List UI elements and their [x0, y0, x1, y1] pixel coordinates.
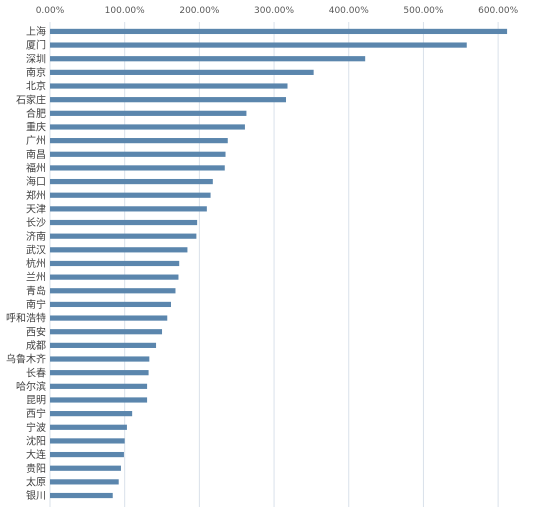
bar: [50, 274, 179, 280]
bar: [50, 69, 314, 75]
category-label: 深圳: [26, 53, 46, 65]
category-label: 上海: [26, 25, 46, 38]
category-label: 合肥: [26, 107, 46, 120]
category-label: 大连: [26, 448, 46, 461]
category-label: 银川: [26, 489, 46, 502]
bar: [50, 411, 133, 417]
bar: [50, 83, 288, 89]
category-label: 北京: [26, 80, 46, 93]
category-label: 太原: [26, 475, 46, 488]
x-tick-label: 400.00%: [329, 6, 369, 16]
category-label: 乌鲁木齐: [6, 353, 46, 366]
category-label: 成都: [26, 340, 46, 352]
bar: [50, 383, 148, 389]
bar: [50, 178, 213, 185]
bar: [50, 138, 228, 144]
bar: [50, 124, 245, 130]
bar: [50, 356, 150, 362]
category-label: 宁波: [26, 421, 46, 434]
bar: [50, 315, 168, 321]
bar: [50, 233, 197, 239]
bar: [50, 260, 180, 267]
category-label: 西宁: [26, 407, 46, 420]
category-label: 重庆: [26, 121, 46, 134]
bar: [50, 56, 366, 62]
bar: [50, 492, 113, 499]
category-label: 厦门: [26, 39, 46, 52]
bar: [50, 192, 211, 198]
category-label: 青岛: [26, 284, 46, 297]
x-tick-label: 100.00%: [105, 6, 145, 16]
bar: [50, 329, 163, 335]
bar: [50, 219, 198, 226]
bar: [50, 28, 508, 35]
x-tick-label: 200.00%: [179, 6, 219, 16]
category-label: 南京: [26, 66, 46, 79]
category-label: 济南: [26, 230, 46, 243]
category-label: 广州: [26, 135, 46, 147]
bar: [50, 370, 149, 376]
bar: [50, 206, 207, 212]
x-tick-label: 0.00%: [36, 6, 65, 16]
category-label: 天津: [26, 203, 46, 215]
bar: [50, 247, 188, 253]
bar: [50, 42, 467, 48]
x-tick-label: 500.00%: [403, 6, 443, 16]
bar: [50, 451, 124, 458]
grid-lines: [49, 22, 499, 507]
bar: [50, 97, 287, 103]
bar: [50, 288, 176, 294]
category-label: 呼和浩特: [6, 313, 46, 325]
category-label: 西安: [26, 325, 46, 338]
bar: [50, 424, 127, 430]
category-label: 武汉: [26, 243, 46, 256]
bar: [50, 165, 225, 171]
category-label: 南昌: [26, 148, 46, 161]
bar: [50, 438, 125, 444]
bar: [50, 342, 157, 348]
category-label: 兰州: [26, 271, 46, 284]
bar: [50, 151, 226, 157]
bar: [50, 110, 247, 116]
category-label: 杭州: [26, 257, 46, 270]
category-label: 长春: [26, 367, 46, 379]
category-label: 福州: [26, 162, 46, 175]
bar: [50, 397, 148, 403]
category-label: 南宁: [26, 298, 46, 311]
bar: [50, 465, 121, 471]
bar: [50, 301, 171, 308]
bar: [50, 479, 119, 485]
x-tick-label: 300.00%: [254, 6, 294, 16]
category-label: 海口: [26, 175, 46, 188]
category-label: 沈阳: [26, 435, 46, 448]
category-label: 昆明: [26, 395, 46, 407]
category-labels: 上海厦门深圳南京北京石家庄合肥重庆广州南昌福州海口郑州天津长沙济南武汉杭州兰州青…: [6, 25, 46, 502]
axis-tick-labels: 0.00% 100.00% 200.00% 300.00% 400.00% 500.00%…: [36, 6, 519, 16]
bars: [50, 28, 508, 499]
category-label: 长沙: [26, 217, 46, 229]
category-label: 哈尔滨: [16, 380, 46, 393]
x-tick-label: 600.00%: [478, 6, 518, 16]
category-label: 郑州: [26, 189, 46, 202]
category-label: 贵阳: [26, 462, 46, 475]
category-label: 石家庄: [16, 93, 46, 106]
